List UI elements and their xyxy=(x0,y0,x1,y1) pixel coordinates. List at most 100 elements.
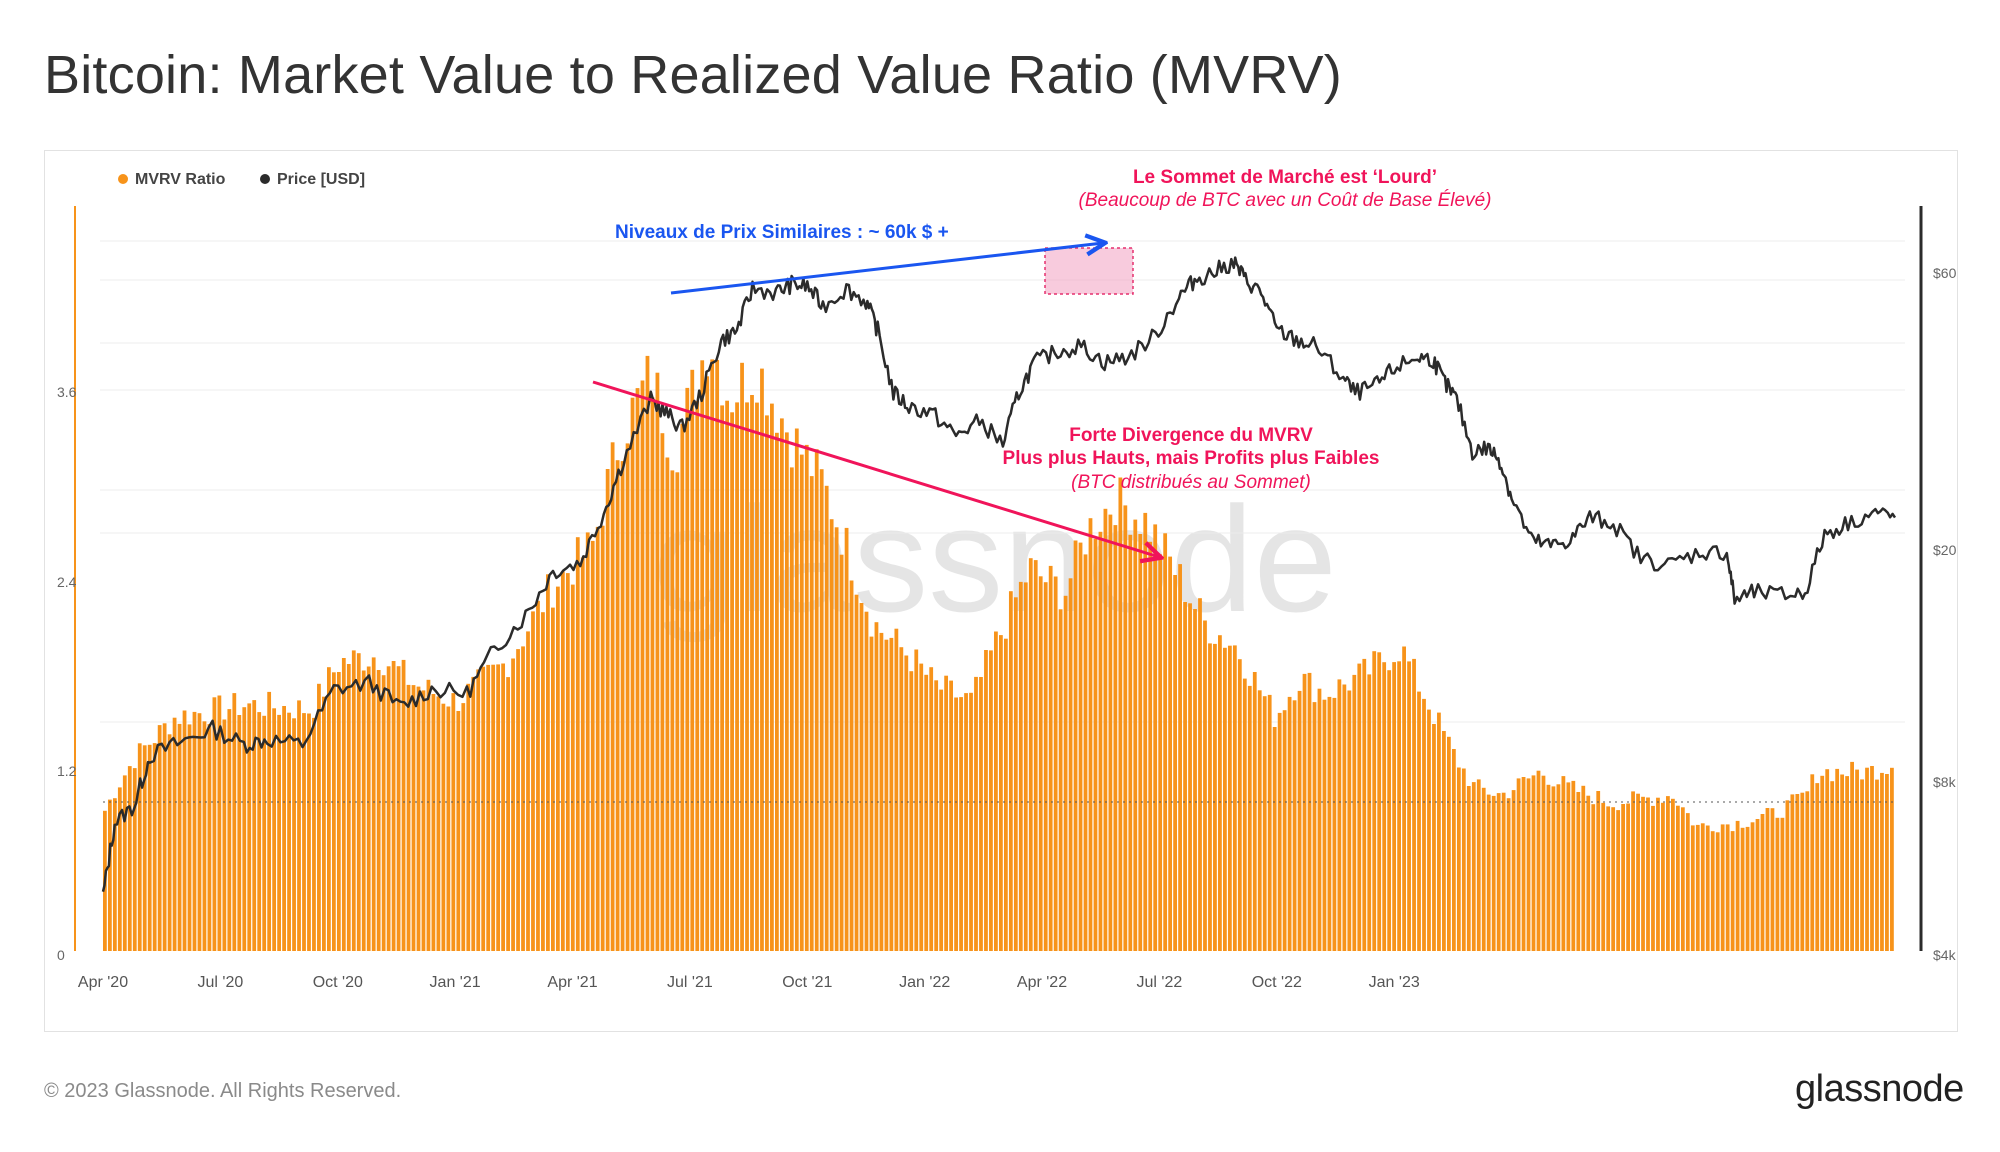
mvrv-bar xyxy=(1795,794,1800,951)
mvrv-bar xyxy=(1148,541,1153,951)
mvrv-bar xyxy=(1835,768,1840,951)
mvrv-bar xyxy=(909,671,914,951)
mvrv-chart: glassnode MVRV Ratio Price [USD] xyxy=(57,167,1957,991)
mvrv-bar xyxy=(1451,749,1456,951)
mvrv-bar xyxy=(1402,646,1406,951)
mvrv-bar xyxy=(1352,674,1357,951)
annotation-divergence-line2: Plus plus Hauts, mais Profits plus Faibl… xyxy=(1003,448,1380,469)
mvrv-bar xyxy=(690,369,695,951)
mvrv-bar xyxy=(1133,519,1138,951)
mvrv-bar xyxy=(1606,806,1611,951)
mvrv-bar xyxy=(1641,796,1645,951)
mvrv-bar xyxy=(1700,823,1705,951)
mvrv-bar xyxy=(112,798,117,951)
mvrv-bar xyxy=(1412,658,1416,951)
mvrv-bar xyxy=(461,703,466,951)
mvrv-bar xyxy=(824,485,829,951)
mvrv-bar xyxy=(1422,698,1426,951)
mvrv-bar xyxy=(1203,620,1207,951)
mvrv-bar xyxy=(1128,534,1133,951)
mvrv-bar xyxy=(570,584,575,951)
mvrv-bar xyxy=(117,787,122,951)
mvrv-bar xyxy=(217,695,222,951)
mvrv-bar xyxy=(212,697,217,951)
mvrv-bar xyxy=(277,714,281,951)
mvrv-bar xyxy=(351,650,356,951)
mvrv-bar xyxy=(247,703,252,951)
mvrv-bar xyxy=(814,449,819,951)
mvrv-bar xyxy=(725,400,729,951)
mvrv-bar xyxy=(1417,691,1421,951)
mvrv-bar xyxy=(1506,798,1511,951)
mvrv-bar xyxy=(1626,803,1630,951)
right-tick-8k: $8k xyxy=(1933,774,1957,790)
mvrv-bar xyxy=(560,571,565,951)
mvrv-bar xyxy=(137,743,142,951)
legend-mvrv-label[interactable]: MVRV Ratio xyxy=(135,171,226,188)
mvrv-bar xyxy=(1188,603,1192,951)
mvrv-bar xyxy=(615,460,620,951)
mvrv-bar xyxy=(431,694,436,951)
mvrv-bar xyxy=(127,766,132,951)
mvrv-bar xyxy=(675,472,680,951)
mvrv-bar xyxy=(526,631,530,951)
mvrv-bar xyxy=(1740,827,1745,951)
mvrv-bar xyxy=(197,713,202,951)
similar-price-arrow xyxy=(670,243,1103,295)
mvrv-bar xyxy=(207,724,212,951)
mvrv-bar xyxy=(854,594,859,951)
mvrv-bar xyxy=(974,676,978,951)
mvrv-bar xyxy=(575,537,580,951)
mvrv-bar xyxy=(1695,824,1700,951)
mvrv-bar xyxy=(401,659,406,951)
mvrv-bar xyxy=(1710,831,1715,951)
mvrv-bar xyxy=(1656,797,1660,951)
mvrv-bar xyxy=(466,683,471,951)
right-axis-ticks: $4k $8k $20k $60k xyxy=(1933,265,1957,963)
mvrv-bar xyxy=(555,586,560,951)
mvrv-bar xyxy=(1521,777,1526,951)
x-tick-label: Jan '21 xyxy=(430,974,481,991)
mvrv-bar xyxy=(1327,696,1332,951)
mvrv-bar xyxy=(804,444,809,951)
mvrv-bar xyxy=(720,405,725,951)
mvrv-bar xyxy=(1292,700,1297,951)
mvrv-bar xyxy=(1213,643,1217,951)
mvrv-bar xyxy=(1043,582,1048,951)
mvrv-bar xyxy=(1407,661,1411,951)
mvrv-bar xyxy=(819,469,824,951)
mvrv-bar xyxy=(1397,661,1401,951)
mvrv-bar xyxy=(1347,690,1352,951)
mvrv-bar xyxy=(1840,774,1845,951)
mvrv-bar xyxy=(1078,542,1083,951)
mvrv-bar xyxy=(1715,832,1720,951)
mvrv-bar xyxy=(446,706,451,951)
mvrv-bar xyxy=(1252,672,1257,951)
mvrv-bar xyxy=(1456,767,1461,951)
mvrv-bar xyxy=(954,697,958,951)
mvrv-bar xyxy=(1118,477,1123,951)
mvrv-bar xyxy=(750,395,754,951)
mvrv-bar xyxy=(1471,782,1476,951)
mvrv-bar xyxy=(1516,778,1521,951)
mvrv-bar xyxy=(1526,778,1531,951)
mvrv-bar xyxy=(565,573,570,951)
mvrv-bar xyxy=(605,469,610,951)
mvrv-bar xyxy=(1680,807,1685,951)
mvrv-bar xyxy=(1511,790,1516,951)
mvrv-bar xyxy=(1053,576,1058,951)
price-line xyxy=(101,256,1897,892)
x-tick-label: Apr '22 xyxy=(1017,974,1067,991)
annotation-top-heavy: Le Sommet de Marché est ‘Lourd’ xyxy=(1133,167,1437,188)
mvrv-bar xyxy=(760,368,764,952)
mvrv-bar xyxy=(1083,554,1088,951)
mvrv-bar xyxy=(839,554,844,951)
mvrv-bar xyxy=(282,706,286,951)
mvrv-bar xyxy=(162,723,167,951)
mvrv-bar xyxy=(381,675,386,951)
mvrv-bar xyxy=(1432,724,1436,951)
mvrv-bar xyxy=(237,715,242,951)
mvrv-bar xyxy=(1725,824,1730,951)
legend-price-label[interactable]: Price [USD] xyxy=(277,171,365,188)
mvrv-bar xyxy=(1377,652,1382,951)
